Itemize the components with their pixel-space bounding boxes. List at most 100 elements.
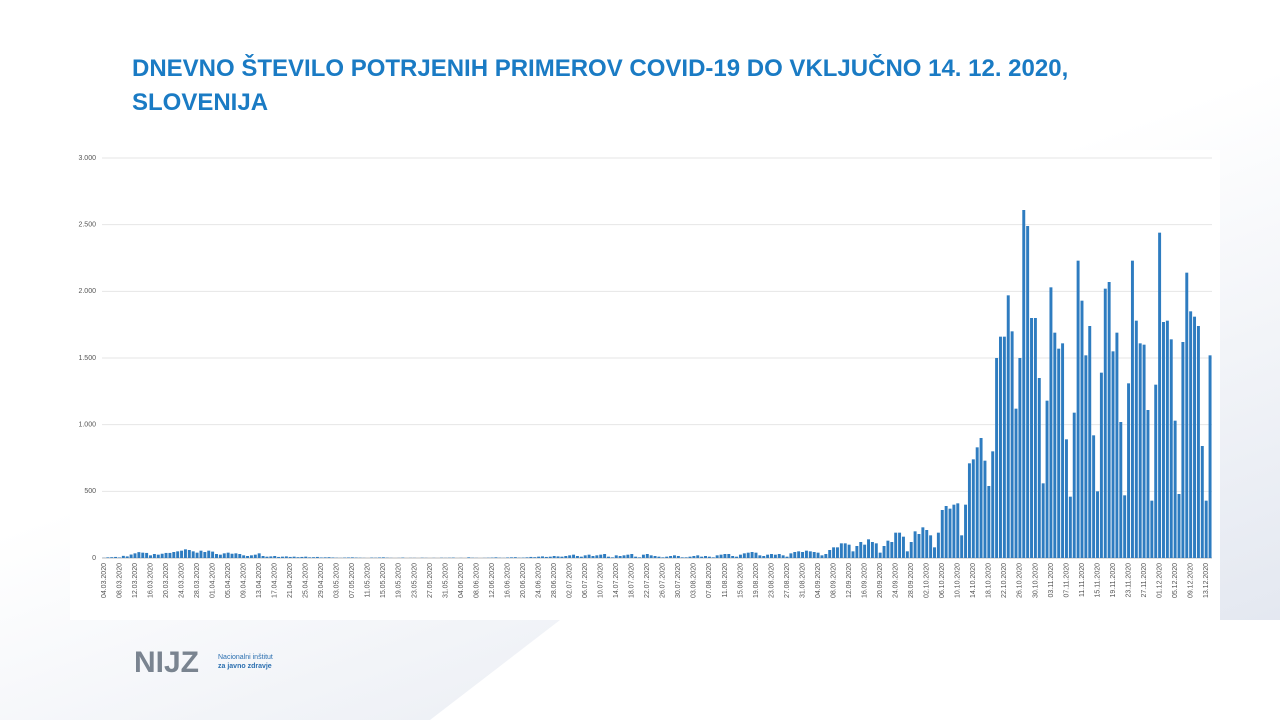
bar bbox=[870, 542, 874, 558]
x-tick-label: 09.04.2020 bbox=[241, 563, 248, 598]
bar bbox=[758, 555, 762, 558]
y-tick-label: 2.500 bbox=[78, 222, 96, 229]
x-tick-label: 02.07.2020 bbox=[567, 563, 574, 598]
bar bbox=[327, 557, 331, 558]
bar bbox=[1189, 311, 1193, 558]
x-tick-label: 19.05.2020 bbox=[396, 563, 403, 598]
bar bbox=[579, 556, 583, 558]
bar bbox=[1107, 282, 1111, 558]
bar bbox=[172, 552, 176, 558]
bar bbox=[688, 556, 692, 558]
bar bbox=[525, 557, 529, 558]
bar bbox=[541, 556, 544, 558]
bar bbox=[246, 556, 250, 558]
bar bbox=[1076, 260, 1080, 558]
bar bbox=[106, 557, 110, 558]
x-tick-label: 24.09.2020 bbox=[893, 563, 900, 598]
bar bbox=[323, 557, 327, 558]
bar bbox=[280, 556, 284, 558]
bar bbox=[1084, 355, 1088, 558]
bar bbox=[269, 556, 273, 558]
bar bbox=[684, 557, 688, 558]
bar bbox=[645, 554, 649, 558]
bar bbox=[750, 552, 754, 558]
bar bbox=[1204, 500, 1208, 558]
slide-title: DNEVNO ŠTEVILO POTRJENIH PRIMEROV COVID-… bbox=[132, 55, 1069, 116]
bar bbox=[509, 557, 513, 558]
x-tick-label: 14.10.2020 bbox=[970, 563, 977, 598]
bar bbox=[1142, 344, 1146, 558]
bar bbox=[843, 543, 847, 558]
bar bbox=[207, 550, 211, 558]
bar bbox=[350, 557, 354, 558]
bar bbox=[1033, 318, 1037, 558]
bar bbox=[117, 557, 121, 558]
x-tick-label: 22.07.2020 bbox=[644, 563, 651, 598]
x-tick-label: 07.08.2020 bbox=[706, 563, 713, 598]
bar bbox=[273, 556, 277, 558]
bar bbox=[160, 553, 164, 558]
bar bbox=[222, 553, 226, 558]
x-tick-label: 21.04.2020 bbox=[287, 563, 294, 598]
logo-text: Nacionalni inštitut bbox=[218, 654, 273, 661]
x-tick-label: 08.03.2020 bbox=[116, 563, 123, 598]
bar bbox=[506, 557, 510, 558]
x-tick-label: 13.12.2020 bbox=[1203, 563, 1210, 598]
bar bbox=[940, 510, 944, 558]
x-tick-label: 12.09.2020 bbox=[846, 563, 853, 598]
bar bbox=[1026, 226, 1030, 558]
x-tick-label: 28.06.2020 bbox=[551, 563, 558, 598]
bar bbox=[1053, 332, 1057, 558]
x-tick-label: 16.03.2020 bbox=[147, 563, 154, 598]
bar bbox=[199, 550, 203, 558]
x-tick-label: 22.10.2020 bbox=[1001, 563, 1008, 598]
bar bbox=[1010, 331, 1014, 558]
bar bbox=[537, 556, 541, 558]
bar bbox=[921, 527, 925, 558]
bar bbox=[164, 552, 168, 558]
bar bbox=[544, 556, 548, 558]
bar bbox=[777, 554, 781, 558]
y-tick-label: 3.000 bbox=[78, 155, 96, 162]
bar bbox=[967, 463, 971, 558]
bar bbox=[548, 556, 552, 558]
bar bbox=[156, 554, 160, 558]
bar bbox=[1103, 288, 1107, 558]
bar bbox=[308, 557, 312, 558]
x-tick-label: 20.06.2020 bbox=[520, 563, 527, 598]
bar bbox=[1096, 491, 1099, 558]
bar bbox=[808, 551, 812, 558]
x-tick-label: 13.04.2020 bbox=[256, 563, 263, 598]
x-tick-label: 26.10.2020 bbox=[1017, 563, 1024, 598]
bar bbox=[754, 552, 758, 558]
bar bbox=[715, 555, 719, 558]
bar bbox=[839, 543, 843, 558]
x-tick-label: 18.07.2020 bbox=[629, 563, 636, 598]
bar bbox=[1057, 348, 1061, 558]
bar bbox=[591, 556, 595, 558]
logo-text: za javno zdravje bbox=[218, 663, 272, 670]
bar bbox=[851, 551, 855, 558]
x-tick-label: 28.09.2020 bbox=[908, 563, 915, 598]
bar bbox=[187, 550, 191, 558]
bar bbox=[249, 555, 253, 558]
bar bbox=[630, 554, 634, 558]
bar bbox=[738, 554, 742, 558]
bar bbox=[960, 535, 964, 558]
x-tick-label: 03.08.2020 bbox=[691, 563, 698, 598]
bar bbox=[292, 556, 296, 558]
bar bbox=[905, 551, 909, 558]
bar bbox=[952, 504, 956, 558]
bar bbox=[622, 555, 626, 558]
x-tick-label: 12.06.2020 bbox=[489, 563, 496, 598]
bar bbox=[995, 358, 999, 558]
bar bbox=[657, 556, 661, 558]
logo-mark: NIJZ bbox=[134, 646, 199, 679]
bar bbox=[145, 552, 149, 558]
bar bbox=[797, 551, 801, 558]
bar bbox=[1080, 300, 1084, 558]
bar bbox=[979, 438, 983, 558]
bar bbox=[936, 532, 940, 558]
x-tick-label: 16.06.2020 bbox=[504, 563, 511, 598]
bar bbox=[1138, 343, 1142, 558]
